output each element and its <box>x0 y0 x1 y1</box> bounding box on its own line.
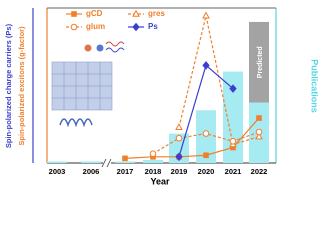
series-line <box>178 15 260 146</box>
illustration <box>51 41 125 128</box>
x-tick-label: 2019 <box>171 167 188 176</box>
x-axis-label: Year <box>150 176 170 186</box>
marker <box>202 61 210 70</box>
x-tick-label: 2003 <box>49 167 66 176</box>
marker <box>132 9 140 17</box>
x-tick-label: 2022 <box>251 167 268 176</box>
bar <box>143 159 163 163</box>
bar <box>115 161 135 163</box>
x-tick-label: 2021 <box>225 167 242 176</box>
y-axis-label: Spin-polarized excitons (g-factor) <box>17 26 26 146</box>
bar-label: Predicted <box>257 46 264 78</box>
x-tick-label: 2006 <box>83 167 100 176</box>
y3-axis-label: Spin-polarized charge carriers (Ps) <box>4 23 13 148</box>
axis-break <box>101 158 112 168</box>
bar <box>81 161 101 163</box>
x-tick-label: 2020 <box>198 167 215 176</box>
legend-label: gres <box>148 9 165 18</box>
marker <box>175 152 183 162</box>
marker <box>175 134 183 142</box>
marker <box>229 138 237 145</box>
marker <box>255 128 263 136</box>
marker <box>229 84 237 93</box>
marker <box>202 11 210 19</box>
y2-axis-label: Publications <box>310 59 320 113</box>
legend-label: Ps <box>148 22 158 31</box>
legend-label: gCD <box>86 9 103 18</box>
page: {"chart_data": {"type": "combo", "catego… <box>3 7 320 187</box>
marker <box>175 123 183 131</box>
marker <box>255 132 263 140</box>
chart: Spin-polarized charge carriers (Ps) Spin… <box>4 7 320 186</box>
marker <box>71 11 77 17</box>
x-tick-label: 2017 <box>117 167 134 176</box>
marker <box>203 152 209 159</box>
marker <box>122 155 128 162</box>
bar <box>47 161 67 163</box>
marker <box>256 115 262 121</box>
legend-label: glum <box>86 22 105 31</box>
marker <box>132 22 140 32</box>
x-tick-label: 2018 <box>145 167 162 176</box>
marker <box>202 130 210 137</box>
marker <box>70 23 78 31</box>
bar <box>249 21 269 103</box>
marker <box>149 150 157 157</box>
